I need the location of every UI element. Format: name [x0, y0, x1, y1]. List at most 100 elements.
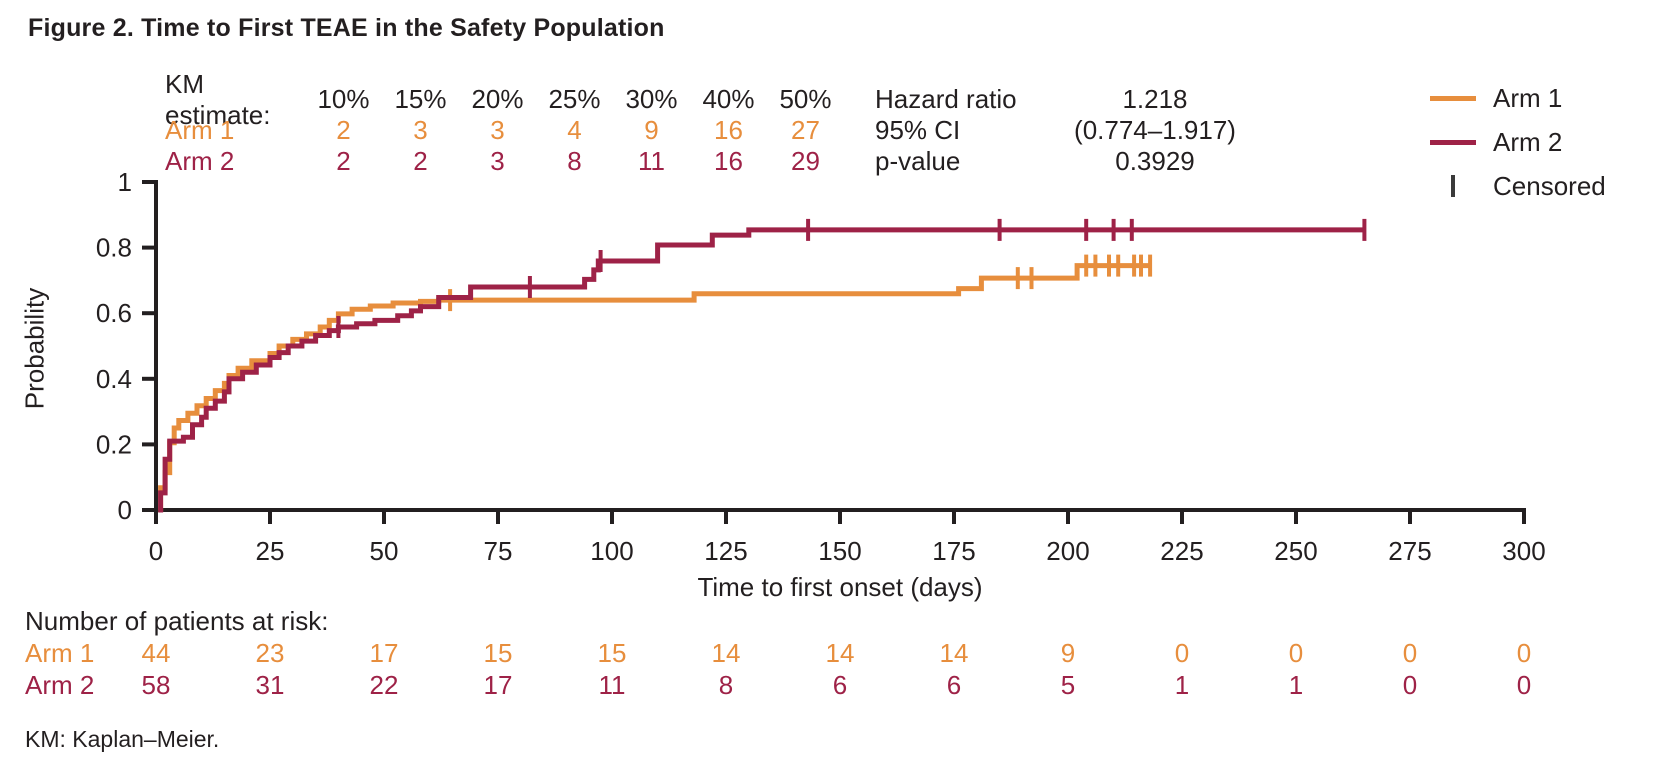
km-value: 3: [490, 146, 505, 176]
legend-label: Arm 2: [1493, 126, 1563, 157]
x-tick-label: 275: [1388, 536, 1431, 566]
km-percent-header: 40%: [702, 84, 755, 114]
km-percent-header: 20%: [471, 84, 524, 114]
x-tick-label: 150: [818, 536, 861, 566]
km-percent-header: 30%: [625, 84, 678, 114]
at-risk-value: 14: [825, 638, 855, 668]
at-risk-value: 8: [718, 670, 734, 700]
at-risk-value: 44: [141, 638, 171, 668]
at-risk-value: 11: [598, 670, 626, 700]
footnote: KM: Kaplan–Meier.: [25, 726, 220, 752]
legend-item-censored: Censored: [1430, 170, 1606, 202]
stat-row: p-value 0.3929: [875, 146, 1285, 177]
at-risk-value: 31: [255, 670, 285, 700]
km-value: 11: [638, 146, 665, 176]
at-risk-value: 17: [483, 670, 513, 700]
at-risk-value: 9: [1060, 638, 1076, 668]
km-percent-headers: 10% 15% 20% 25% 30% 40% 50%: [305, 84, 844, 115]
km-percent-header: 50%: [779, 84, 832, 114]
x-tick-label: 225: [1160, 536, 1203, 566]
x-tick-label: 50: [370, 536, 399, 566]
legend-item-arm-1: Arm 1: [1430, 82, 1606, 114]
x-tick-label: 0: [149, 536, 163, 566]
figure-title: Figure 2. Time to First TEAE in the Safe…: [28, 14, 665, 42]
x-tick-label: 25: [256, 536, 285, 566]
at-risk-value: 15: [597, 638, 627, 668]
at-risk-value: 1: [1174, 670, 1190, 700]
swatch-mark: [1451, 175, 1455, 197]
km-percent-header: 25%: [548, 84, 601, 114]
km-row-arm-1: Arm 1 2 3 3 4 9 16 27: [165, 115, 844, 146]
x-tick-label: 100: [590, 536, 633, 566]
legend-label: Arm 1: [1493, 82, 1563, 113]
x-tick-label: 250: [1274, 536, 1317, 566]
stat-label: Hazard ratio: [875, 84, 1017, 114]
swatch-mark: [1430, 139, 1476, 145]
at-risk-value: 0: [1516, 638, 1532, 668]
km-value: 2: [336, 146, 351, 176]
km-value: 8: [567, 146, 582, 176]
y-axis-title: Probability: [19, 287, 50, 410]
at-risk-value: 14: [939, 638, 969, 668]
km-value: 2: [413, 146, 428, 176]
km-value: 27: [791, 115, 820, 145]
at-risk-row-arm-1: Arm 1 44 23 17 15 15 14 14 14 9 0 0 0 0: [0, 638, 1654, 669]
km-estimate-table: KM estimate: 10% 15% 20% 25% 30% 40% 50% Arm 1…: [165, 69, 844, 177]
km-value: 2: [336, 115, 351, 145]
y-tick-label: 0.4: [96, 364, 132, 394]
at-risk-row-label: Arm 1: [25, 638, 95, 668]
x-tick-label: 200: [1046, 536, 1089, 566]
x-tick-label: 175: [932, 536, 975, 566]
at-risk-value: 22: [369, 670, 399, 700]
legend: Arm 1 Arm 2 Censored: [1430, 82, 1606, 214]
stat-value: 1.218: [1122, 84, 1188, 114]
stat-row: 95% CI (0.774–1.917): [875, 115, 1285, 146]
legend-label: Censored: [1493, 170, 1606, 201]
km-estimate-label: KM estimate:: [165, 68, 271, 130]
at-risk-value: 0: [1174, 638, 1190, 668]
legend-line-icon: [1430, 95, 1476, 101]
stat-label: 95% CI: [875, 115, 961, 145]
x-tick-label: 125: [704, 536, 747, 566]
y-tick-label: 0.2: [96, 429, 132, 459]
at-risk-value: 5: [1060, 670, 1076, 700]
km-value: 3: [413, 115, 428, 145]
stat-label: p-value: [875, 146, 961, 176]
at-risk-value: 58: [141, 670, 171, 700]
km-curve-arm-1: [158, 263, 1151, 513]
km-value: 16: [714, 115, 743, 145]
at-risk-value: 6: [832, 670, 848, 700]
km-value: 16: [714, 146, 743, 176]
km-percent-header: 15%: [394, 84, 447, 114]
y-tick-label: 0: [118, 495, 132, 525]
km-value: 29: [791, 146, 820, 176]
x-tick-label: 75: [484, 536, 513, 566]
legend-item-arm-2: Arm 2: [1430, 126, 1606, 158]
x-tick-label: 300: [1502, 536, 1545, 566]
at-risk-value: 6: [946, 670, 962, 700]
y-tick-label: 1: [118, 167, 132, 197]
km-row-arm-2: Arm 2 2 2 3 8 11 16 29: [165, 146, 844, 177]
stats-block: Hazard ratio 1.218 95% CI (0.774–1.917) p-va…: [875, 84, 1285, 177]
x-axis-title: Time to first onset (days): [697, 572, 983, 602]
km-value: 3: [490, 115, 505, 145]
at-risk-value: 14: [711, 638, 741, 668]
km-percent-header: 10%: [317, 84, 370, 114]
at-risk-value: 0: [1288, 638, 1304, 668]
y-tick-label: 0.6: [96, 298, 132, 328]
stat-row: Hazard ratio 1.218: [875, 84, 1285, 115]
km-row-values: 2 2 3 8 11 16 29: [305, 146, 844, 177]
km-value-rows: Arm 1 2 3 3 4 9 16 27 Arm 2 2 2 3 8 11 16 29: [165, 115, 844, 177]
km-row-values: 2 3 3 4 9 16 27: [305, 115, 844, 146]
at-risk-value: 1: [1288, 670, 1304, 700]
legend-line-icon: [1430, 139, 1476, 145]
at-risk-value: 17: [369, 638, 399, 668]
y-tick-label: 0.8: [96, 233, 132, 263]
censored-tick-icon: [1430, 175, 1476, 197]
at-risk-row-arm-2: Arm 2 58 31 22 17 11 8 6 6 5 1 1 0 0: [0, 670, 1654, 701]
stat-value: (0.774–1.917): [1074, 115, 1236, 145]
km-curve-arm-2: [158, 227, 1365, 513]
at-risk-value: 0: [1516, 670, 1532, 700]
